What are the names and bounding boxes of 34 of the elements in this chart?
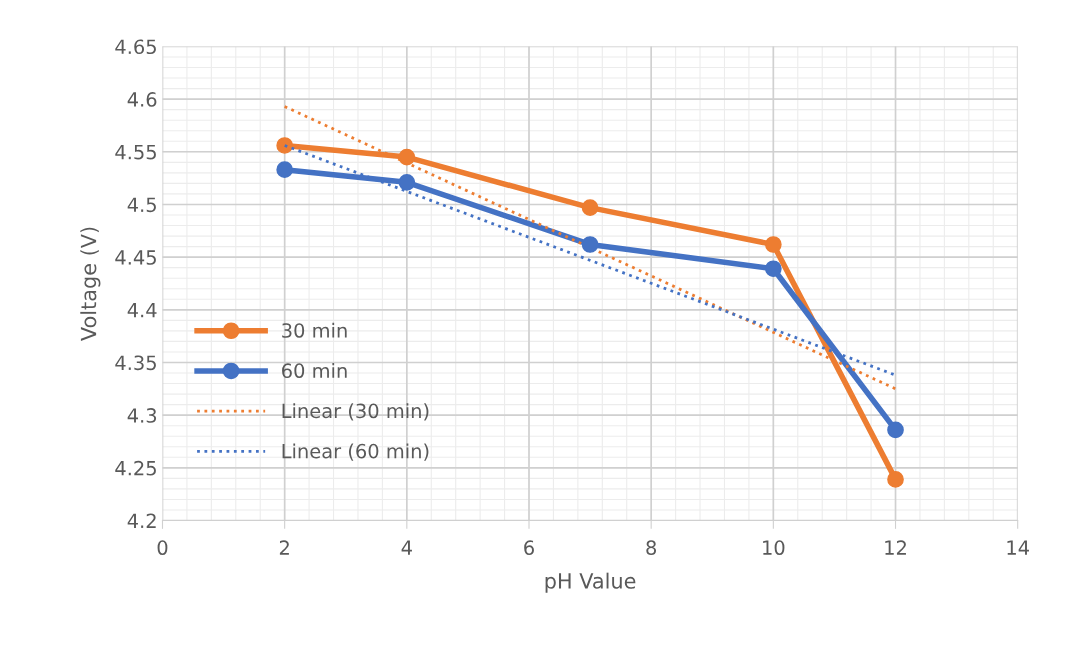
legend-label: Linear (30 min): [282, 403, 429, 421]
legend-label: Linear (60 min): [282, 443, 429, 461]
y-axis-title: Voltage (V): [80, 227, 101, 341]
legend-label: 60 min: [282, 363, 347, 379]
y-tick-label: 4.4: [127, 303, 157, 318]
x-tick-label: 14: [1007, 540, 1029, 555]
point: [276, 161, 293, 179]
point: [581, 199, 599, 216]
y-tick-label: 4.45: [115, 250, 156, 265]
point: [887, 471, 904, 488]
y-tick-label: 4.5: [127, 197, 156, 213]
y-tick-label: 4.55: [115, 145, 156, 160]
y-tick-label: 4.6: [127, 92, 157, 107]
y-tick-label: 4.25: [115, 460, 156, 476]
x-axis-title: pH Value: [545, 572, 636, 593]
point: [765, 260, 782, 278]
x-tick-label: 12: [885, 540, 906, 555]
x-tick-label: 8: [646, 540, 657, 556]
point: [398, 174, 416, 191]
point: [887, 421, 904, 439]
x-tick-label: 2: [279, 540, 289, 555]
x-tick-label: 6: [524, 540, 534, 556]
x-tick-label: 0: [157, 540, 168, 556]
y-tick-label: 4.65: [115, 39, 156, 55]
point: [765, 236, 782, 253]
legend-label: 30 min: [282, 322, 347, 338]
point: [398, 148, 416, 166]
point: [581, 236, 599, 253]
y-tick-label: 4.35: [115, 355, 156, 371]
y-tick-label: 4.3: [127, 408, 157, 423]
y-tick-label: 4.2: [127, 513, 156, 528]
x-tick-label: 4: [401, 540, 412, 555]
point: [276, 137, 293, 154]
x-tick-label: 10: [763, 540, 785, 556]
